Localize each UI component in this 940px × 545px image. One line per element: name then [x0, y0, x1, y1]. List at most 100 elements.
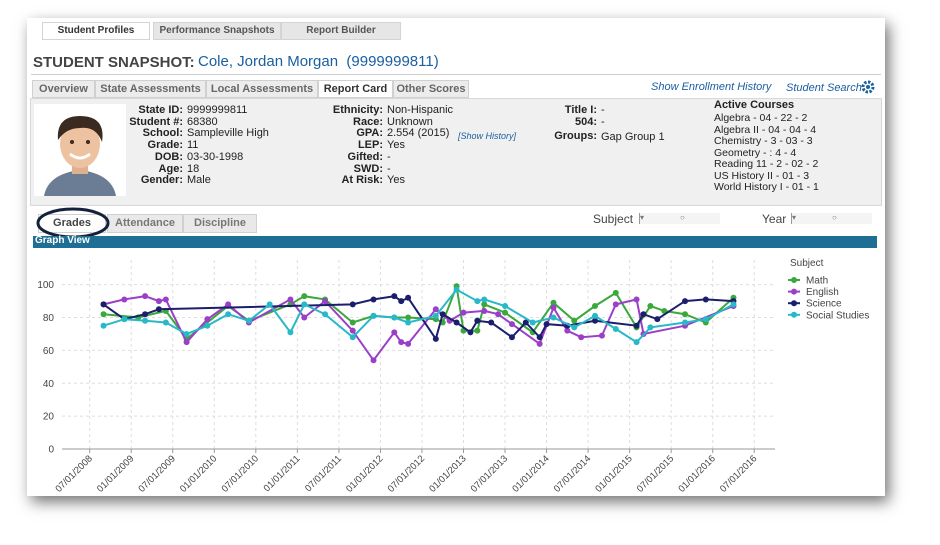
x-tick-label: 07/01/2016 [718, 453, 759, 494]
point [612, 289, 619, 296]
point [598, 332, 605, 339]
point [322, 298, 329, 305]
y-tick-label: 0 [48, 445, 54, 456]
subtab[interactable]: Other Scores [393, 80, 469, 98]
point [225, 301, 232, 308]
point [702, 296, 709, 303]
field-value: 11 [187, 139, 199, 152]
point [405, 314, 412, 321]
point [495, 311, 502, 318]
grade-tab[interactable]: Discipline [183, 214, 257, 233]
point [453, 319, 460, 326]
search-link[interactable]: Student Search [786, 82, 862, 94]
point [162, 296, 169, 303]
enrollment-link[interactable]: Show Enrollment History [651, 81, 772, 93]
y-tick-label: 20 [43, 412, 55, 423]
point [405, 319, 412, 326]
tab[interactable]: Performance Snapshots [153, 22, 281, 40]
year-dropdown[interactable]: ▾ ○ [791, 213, 872, 224]
point [204, 322, 211, 329]
legend-marker [791, 311, 797, 318]
tab[interactable]: Report Builder [281, 22, 401, 40]
field-value: Unknown [387, 115, 433, 128]
point [287, 296, 294, 303]
point [564, 327, 571, 334]
point [301, 314, 308, 321]
point [592, 317, 599, 324]
point [502, 309, 509, 316]
subtab[interactable]: Report Card [318, 80, 393, 98]
field-label: SWD: [353, 162, 383, 175]
subtab[interactable]: Overview [32, 80, 95, 98]
x-tick-label: 07/01/2011 [303, 453, 344, 494]
x-tick-label: 01/01/2015 [593, 453, 634, 494]
field-label: Gender: [140, 174, 183, 187]
point [550, 304, 557, 311]
y-tick-label: 80 [43, 313, 55, 324]
point [474, 327, 481, 334]
point [391, 329, 398, 336]
point [550, 299, 557, 306]
point [682, 319, 689, 326]
point [142, 293, 149, 300]
x-tick-label: 07/01/2015 [635, 453, 676, 494]
point [391, 293, 398, 300]
point [370, 357, 377, 364]
point [405, 340, 412, 347]
show-history-link: [Show History] [458, 131, 517, 141]
legend-marker [791, 300, 797, 307]
panel-title: Graph View [35, 235, 90, 246]
course: World History I - 01 - 1 [714, 181, 819, 193]
point [550, 314, 557, 321]
filter-label: Year [762, 212, 787, 226]
y-tick-label: 100 [37, 280, 54, 291]
subtab[interactable]: Local Assessments [206, 80, 318, 98]
filter-label: Subject [593, 212, 634, 226]
legend-label: Math [806, 276, 828, 287]
student-photo [34, 104, 126, 196]
subtab[interactable]: State Assessments [95, 80, 206, 98]
point [460, 309, 467, 316]
y-tick-label: 40 [43, 379, 55, 390]
point [508, 321, 515, 328]
x-tick-label: 01/01/2010 [178, 453, 219, 494]
field-label: GPA: [356, 127, 383, 140]
field-label: DOB: [154, 150, 183, 163]
subject-dropdown[interactable]: ▾ ○ [639, 213, 720, 224]
legend-marker [791, 277, 797, 283]
x-tick-label: 01/01/2009 [95, 453, 136, 494]
point [142, 317, 149, 324]
gear-icon[interactable] [861, 80, 875, 94]
point [100, 301, 107, 308]
point [640, 311, 647, 318]
x-tick-label: 01/01/2013 [427, 453, 468, 494]
point [474, 317, 481, 324]
field-label: Gifted: [347, 150, 383, 163]
field-value: - [387, 150, 391, 163]
y-tick-label: 60 [43, 346, 55, 357]
point [481, 307, 488, 314]
field-label: School: [142, 127, 183, 140]
x-tick-label: 07/01/2008 [53, 453, 94, 494]
point [391, 314, 398, 321]
point [474, 298, 481, 305]
point [121, 316, 128, 323]
point [529, 319, 536, 326]
point [571, 324, 578, 331]
field-value: Yes [387, 174, 405, 187]
field-value: Gap Group 1 [601, 130, 665, 143]
legend-marker [791, 288, 797, 295]
point [100, 322, 107, 329]
point [439, 311, 446, 318]
point [432, 306, 439, 313]
field-label: Groups: [554, 129, 597, 142]
field-label: State ID: [138, 104, 183, 116]
tab[interactable]: Student Profiles [42, 22, 150, 40]
point [661, 307, 668, 314]
grade-tab[interactable]: Attendance [107, 214, 183, 233]
point [730, 301, 737, 308]
x-tick-label: 07/01/2009 [136, 453, 177, 494]
grade-tab[interactable]: Grades [38, 214, 106, 233]
point [682, 311, 689, 318]
point [633, 322, 640, 329]
